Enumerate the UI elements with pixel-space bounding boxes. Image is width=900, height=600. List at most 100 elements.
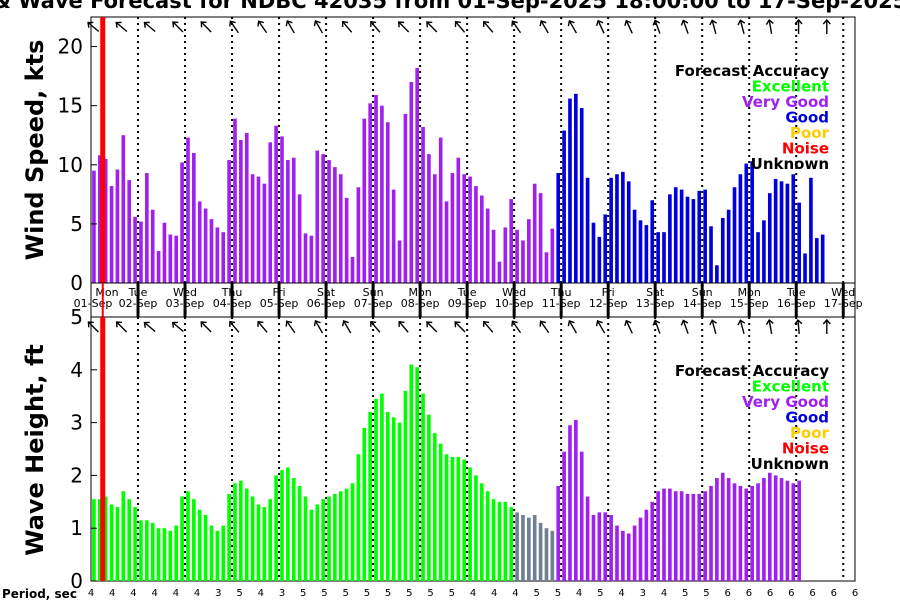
- wave-bar: [180, 496, 184, 581]
- wave-bar: [221, 525, 226, 581]
- wave-bar: [703, 491, 707, 581]
- period-value: 4: [194, 588, 200, 599]
- legend-item: Poor: [790, 124, 830, 142]
- wave-bar: [779, 478, 784, 581]
- wind-direction-arrow: [482, 20, 494, 33]
- wind-bar: [767, 193, 772, 283]
- wind-bar: [350, 256, 355, 283]
- wind-bar: [591, 222, 596, 283]
- wave-bar: [762, 478, 766, 581]
- period-value: 6: [831, 588, 837, 599]
- wave-direction-arrow: [200, 321, 212, 333]
- wind-bar: [803, 253, 807, 283]
- day-date: 09-Sep: [448, 297, 487, 310]
- wave-bar: [715, 478, 719, 581]
- wave-direction-arrow: [737, 319, 746, 334]
- wave-bar: [338, 491, 343, 581]
- wind-bar: [444, 201, 449, 283]
- wave-bar: [438, 443, 443, 581]
- wind-bar: [450, 173, 455, 283]
- wave-bar: [356, 454, 361, 581]
- period-value: 5: [597, 588, 603, 599]
- wind-bar: [403, 113, 408, 283]
- day-of-week: Wed: [173, 286, 197, 299]
- wind-bar: [291, 157, 296, 283]
- wind-bar: [626, 181, 631, 283]
- wave-bar: [362, 427, 367, 581]
- wave-direction-arrow: [143, 321, 156, 333]
- wind-bar: [333, 167, 337, 283]
- wave-bar: [215, 530, 220, 581]
- wave-bar: [174, 525, 179, 581]
- wave-bar: [309, 509, 314, 581]
- chart-title: & Wave Forecast for NDBC 42035 from 01-S…: [0, 0, 900, 13]
- wave-bar: [621, 530, 625, 581]
- period-value: 4: [491, 588, 497, 599]
- wave-bar: [609, 515, 613, 581]
- period-value: 4: [88, 588, 94, 599]
- wind-bar: [374, 95, 378, 283]
- wind-bar: [820, 234, 825, 283]
- wave-bar: [227, 493, 231, 581]
- wave-bar: [462, 459, 466, 581]
- period-value: 4: [576, 588, 582, 599]
- wind-bar: [497, 261, 502, 283]
- wind-bar: [785, 183, 790, 283]
- wind-bar: [644, 225, 649, 283]
- legend-item: Noise: [782, 140, 829, 158]
- wind-direction-arrow: [822, 18, 831, 34]
- legend-item: Good: [785, 109, 829, 127]
- period-value: 5: [555, 588, 561, 599]
- wind-bar: [650, 200, 655, 283]
- wind-bar: [385, 122, 390, 283]
- period-value: 4: [512, 588, 518, 599]
- wave-bar: [192, 499, 196, 581]
- wave-bar: [709, 485, 713, 581]
- period-value: 6: [725, 588, 731, 599]
- wave-bar: [603, 512, 608, 581]
- wind-direction-arrow: [115, 21, 128, 33]
- period-label: Period, sec: [2, 587, 77, 600]
- day-of-week: Tue: [786, 286, 806, 299]
- wind-bar: [303, 233, 308, 283]
- wind-direction-arrow: [539, 20, 549, 34]
- wind-bar: [215, 227, 220, 283]
- wind-bar: [668, 194, 672, 283]
- wind-bar: [632, 209, 637, 283]
- wind-direction-arrow: [397, 21, 410, 33]
- period-value: 5: [682, 588, 688, 599]
- wind-bar: [438, 137, 443, 283]
- day-of-week: Thu: [550, 286, 572, 299]
- wave-direction-arrow: [370, 320, 381, 333]
- wind-bar: [368, 103, 372, 283]
- day-of-week: Wed: [502, 286, 526, 299]
- wind-direction-arrow: [313, 20, 324, 34]
- wind-bar: [133, 216, 137, 283]
- wave-direction-arrow: [115, 321, 128, 333]
- legend-item: Unknown: [751, 155, 829, 173]
- wave-bar: [291, 478, 296, 581]
- period-value: 5: [427, 588, 433, 599]
- day-date: 10-Sep: [495, 297, 534, 310]
- wave-bar: [262, 507, 267, 581]
- day-of-week: Sat: [646, 286, 665, 299]
- wave-direction-arrow: [454, 321, 466, 333]
- wave-bar: [585, 496, 590, 581]
- wind-y-tick-label: 15: [58, 94, 83, 118]
- wind-bar: [274, 125, 278, 283]
- wind-direction-arrow: [285, 20, 295, 34]
- wind-bar: [427, 154, 431, 283]
- wave-y-axis-label: Wave Height, ft: [21, 344, 49, 556]
- wave-panel: Wave Height, ft 0 1 2 3 4 5 Forecast Accuracy…: [21, 305, 856, 593]
- wave-day-gridlines: [137, 317, 845, 581]
- wind-bar: [750, 161, 754, 283]
- wave-direction-arrow: [567, 320, 578, 334]
- wind-bar: [203, 208, 208, 283]
- wind-bar: [209, 219, 214, 283]
- wave-direction-arrow: [341, 320, 352, 334]
- wind-bar: [638, 220, 643, 283]
- wind-bar: [556, 173, 561, 283]
- wind-y-tick-label: 10: [58, 153, 83, 177]
- wave-y-tick-label: 2: [70, 463, 83, 487]
